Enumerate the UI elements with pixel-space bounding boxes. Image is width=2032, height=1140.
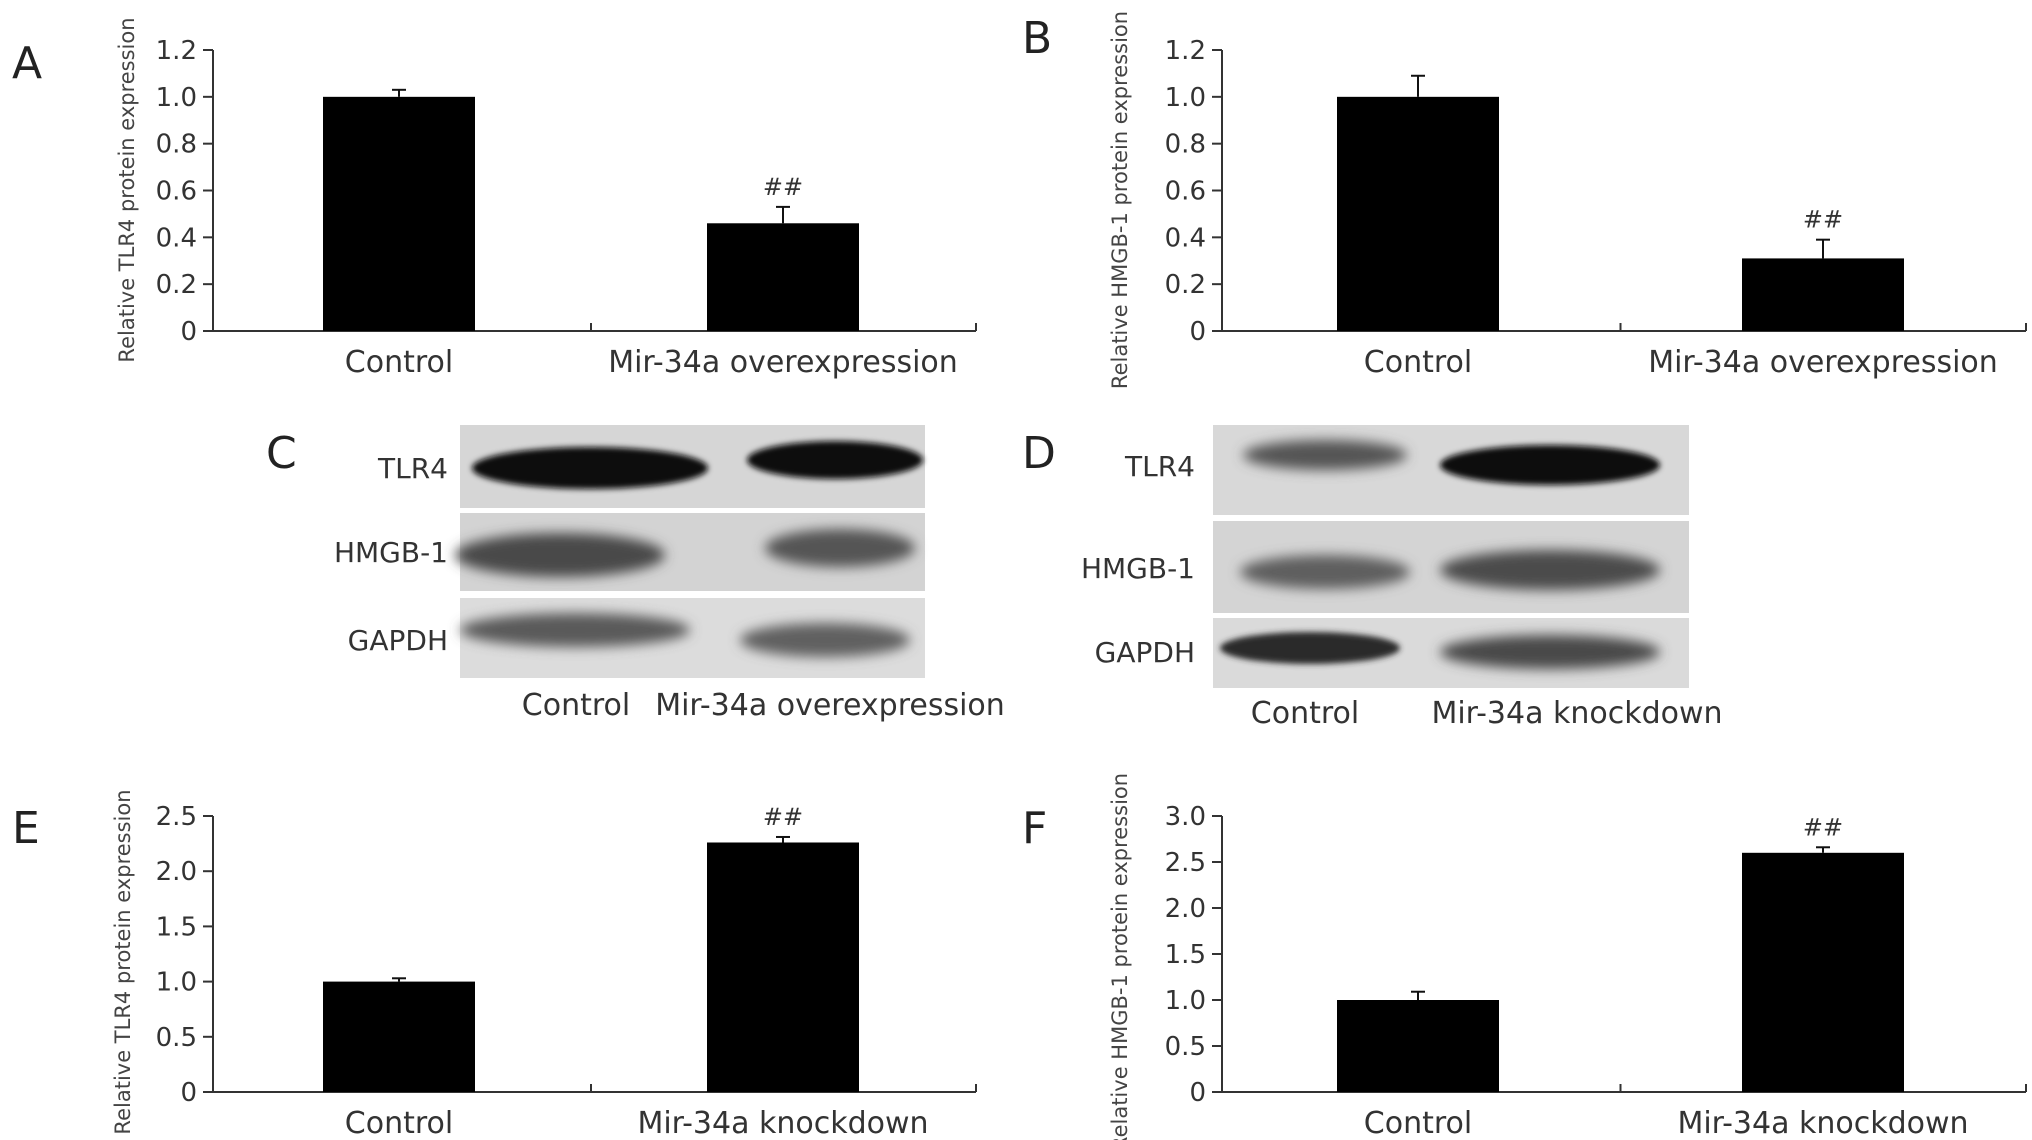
x-category-label: Mir-34a knockdown <box>1677 1106 1968 1140</box>
y-axis-label: Relative HMGB-1 protein expression <box>1108 11 1132 389</box>
y-tick-label: 0.5 <box>1165 1032 1206 1062</box>
blot-image <box>1213 425 1689 688</box>
blot-row-label-gapdh: GAPDH <box>1095 636 1195 669</box>
panel-a: A Relative TLR4 protein expression 00.20… <box>12 17 977 380</box>
blot-image <box>455 425 925 678</box>
y-tick-label: 1.0 <box>1165 986 1206 1016</box>
x-category-label: Control <box>345 1106 453 1140</box>
blot-lane-label-treatment: Mir-34a knockdown <box>1431 696 1722 731</box>
y-tick-label: 0.6 <box>1165 177 1206 207</box>
x-category-label: Mir-34a knockdown <box>637 1106 928 1140</box>
panel-letter: D <box>1022 428 1056 479</box>
blot-panel-c: C TLR4 HMGB-1 GAPDH Control Mir-34a over… <box>266 425 1005 723</box>
panel-f: F Relative HMGB-1 protein expression 0 0.… <box>1022 773 2027 1140</box>
blot-row-label-tlr4: TLR4 <box>377 452 448 485</box>
blot-lane-label-control: Control <box>522 688 630 723</box>
y-tick-label: 0 <box>180 317 197 347</box>
x-category-label: Mir-34a overexpression <box>1648 345 1998 380</box>
significance-mark: ## <box>1803 813 1843 841</box>
y-tick-label: 0.4 <box>156 223 197 253</box>
y-tick-label: 0 <box>1189 1078 1206 1108</box>
bar <box>323 96 475 331</box>
blot-lane-label-control: Control <box>1251 696 1359 731</box>
x-category-label: Control <box>345 345 453 380</box>
chart-area: 0 0.2 0.4 0.6 0.8 1.0 1.2 Control ## Mir-34a over… <box>1165 36 2027 380</box>
y-axis-label: Relative HMGB-1 protein expression <box>1108 773 1132 1140</box>
panel-letter: E <box>12 803 40 854</box>
y-tick-label: 0.2 <box>156 270 197 300</box>
y-tick-label: 2.0 <box>156 857 197 887</box>
y-axis-label: Relative TLR4 protein expression <box>115 17 139 362</box>
y-tick-label: 2.5 <box>1165 848 1206 878</box>
y-tick-label: 1.5 <box>1165 940 1206 970</box>
bar <box>1337 96 1499 331</box>
y-tick-label: 1.2 <box>156 36 197 66</box>
y-tick-label: 1.0 <box>1165 83 1206 113</box>
bar <box>707 842 859 1092</box>
y-tick-label: 1.0 <box>156 83 197 113</box>
significance-mark: ## <box>763 173 803 201</box>
chart-area: 0 0.2 0.4 0.6 0.8 1.0 1.2 Control ## Mir-34a over… <box>156 36 977 380</box>
panel-letter: A <box>12 38 42 89</box>
y-tick-label: 0.8 <box>156 130 197 160</box>
y-tick-label: 1.2 <box>1165 36 1206 66</box>
panel-e: E Relative TLR4 protein expression 0 0.5 1… <box>12 789 977 1140</box>
blot-row-label-tlr4: TLR4 <box>1124 450 1195 483</box>
panel-letter: B <box>1022 13 1052 64</box>
y-tick-label: 0 <box>1189 317 1206 347</box>
y-axis-label: Relative TLR4 protein expression <box>111 789 135 1134</box>
x-category-label: Mir-34a overexpression <box>608 345 958 380</box>
y-tick-label: 1.5 <box>156 912 197 942</box>
bar <box>1742 852 1904 1092</box>
y-tick-label: 2.0 <box>1165 894 1206 924</box>
y-tick-label: 3.0 <box>1165 802 1206 832</box>
blot-row-label-gapdh: GAPDH <box>348 624 448 657</box>
significance-mark: ## <box>763 803 803 831</box>
blot-lane-label-treatment: Mir-34a overexpression <box>655 688 1005 723</box>
y-tick-label: 0 <box>180 1078 197 1108</box>
y-tick-label: 0.5 <box>156 1023 197 1053</box>
x-category-label: Control <box>1364 345 1472 380</box>
chart-area: 0 0.5 1.0 1.5 2.0 2.5 Control ## Mir-34a knockdo… <box>156 802 977 1140</box>
blot-row-label-hmgb1: HMGB-1 <box>334 536 448 569</box>
panel-letter: F <box>1022 803 1047 854</box>
y-tick-label: 0.8 <box>1165 130 1206 160</box>
panel-b: B Relative HMGB-1 protein expression 0 0.… <box>1022 11 2027 389</box>
y-tick-label: 0.6 <box>156 177 197 207</box>
y-tick-label: 1.0 <box>156 968 197 998</box>
y-tick-label: 0.4 <box>1165 223 1206 253</box>
bar <box>707 223 859 331</box>
y-tick-label: 2.5 <box>156 802 197 832</box>
chart-area: 0 0.5 1.0 1.5 2.0 2.5 3.0 Control ## Mir-34a knoc… <box>1165 802 2027 1140</box>
panel-letter: C <box>266 428 297 479</box>
x-category-label: Control <box>1364 1106 1472 1140</box>
blot-row-label-hmgb1: HMGB-1 <box>1081 552 1195 585</box>
bar <box>1742 258 1904 331</box>
significance-mark: ## <box>1803 206 1843 234</box>
y-tick-label: 0.2 <box>1165 270 1206 300</box>
bar <box>1337 1000 1499 1092</box>
blot-panel-d: D TLR4 HMGB-1 GAPDH Control Mir-34a knoc… <box>1022 425 1723 731</box>
bar <box>323 981 475 1092</box>
